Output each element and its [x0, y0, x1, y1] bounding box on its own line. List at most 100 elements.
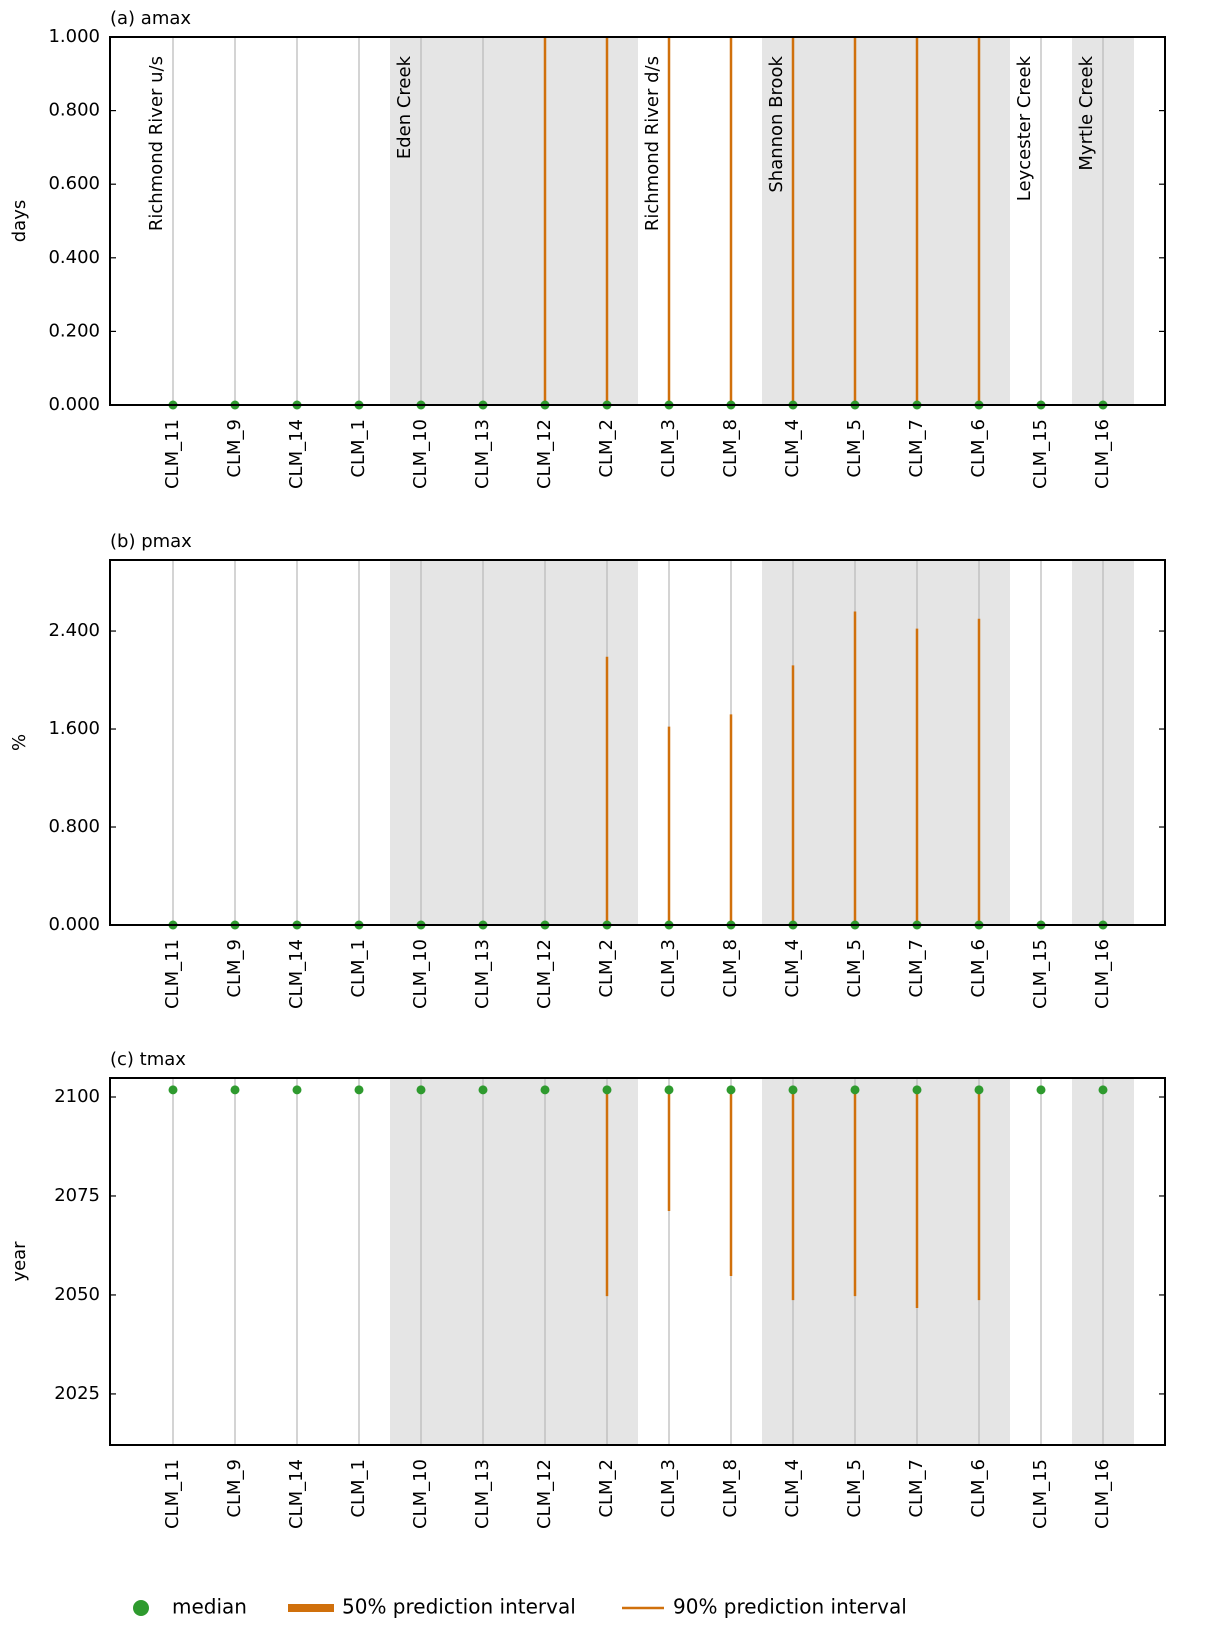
median-point — [1098, 1085, 1108, 1095]
median-point — [912, 1085, 922, 1095]
legend-label: 90% prediction interval — [673, 1595, 907, 1619]
y-tick-label: 0.000 — [48, 394, 100, 415]
x-tick-label: CLM_13 — [472, 1459, 493, 1529]
x-tick-label: CLM_8 — [720, 939, 741, 998]
x-tick-label: CLM_6 — [968, 939, 989, 998]
plot-frame — [109, 36, 1166, 406]
x-tick-label: CLM_2 — [596, 939, 617, 998]
site-label: Myrtle Creek — [1076, 55, 1097, 170]
median-point — [230, 1085, 240, 1095]
x-tick-label: CLM_13 — [472, 419, 493, 489]
x-tick-label: CLM_10 — [410, 939, 431, 1009]
x-tick-label: CLM_14 — [286, 1459, 307, 1529]
x-tick-label: CLM_16 — [1092, 419, 1113, 489]
y-tick-label: 2100 — [54, 1086, 100, 1107]
y-tick-label: 2.400 — [48, 620, 100, 641]
x-tick-label: CLM_4 — [782, 939, 803, 998]
x-tick-label: CLM_5 — [844, 419, 865, 478]
x-tick-label: CLM_3 — [658, 419, 679, 478]
site-label: Leycester Creek — [1014, 55, 1035, 201]
site-label: Richmond River d/s — [642, 56, 663, 231]
group-band — [390, 560, 638, 925]
plot-frame — [109, 1077, 1166, 1446]
y-tick-label: 1.000 — [48, 26, 100, 47]
median-point — [726, 1085, 736, 1095]
x-tick-label: CLM_15 — [1030, 939, 1051, 1009]
x-tick-label: CLM_6 — [968, 419, 989, 478]
y-tick-label: 0.000 — [48, 914, 100, 935]
y-tick-label: 0.800 — [48, 100, 100, 121]
x-tick-label: CLM_13 — [472, 939, 493, 1009]
x-tick-label: CLM_1 — [348, 1459, 369, 1518]
median-point — [416, 1085, 426, 1095]
panel-title: (a) amax — [110, 8, 191, 29]
x-tick-label: CLM_16 — [1092, 939, 1113, 1009]
median-point — [168, 1085, 178, 1095]
x-tick-label: CLM_7 — [906, 419, 927, 478]
x-tick-label: CLM_8 — [720, 419, 741, 478]
y-tick-label: 0.600 — [48, 173, 100, 194]
y-tick-label: 1.600 — [48, 718, 100, 739]
median-point — [1036, 1085, 1046, 1095]
median-point — [354, 1085, 364, 1095]
legend-marker — [133, 1600, 149, 1616]
group-band — [762, 1078, 1010, 1445]
legend-label: median — [172, 1595, 247, 1619]
x-tick-label: CLM_8 — [720, 1459, 741, 1518]
x-tick-label: CLM_9 — [224, 419, 245, 478]
x-tick-label: CLM_11 — [162, 1459, 183, 1529]
site-label: Eden Creek — [394, 55, 415, 159]
median-point — [974, 1085, 984, 1095]
y-tick-label: 2050 — [54, 1284, 100, 1305]
x-tick-label: CLM_4 — [782, 1459, 803, 1518]
x-tick-label: CLM_10 — [410, 1459, 431, 1529]
x-tick-label: CLM_12 — [534, 419, 555, 489]
median-point — [292, 1085, 302, 1095]
x-tick-label: CLM_3 — [658, 1459, 679, 1518]
x-tick-label: CLM_14 — [286, 939, 307, 1009]
x-tick-label: CLM_5 — [844, 1459, 865, 1518]
x-tick-label: CLM_4 — [782, 419, 803, 478]
legend-label: 50% prediction interval — [342, 1595, 576, 1619]
x-tick-label: CLM_2 — [596, 419, 617, 478]
x-tick-label: CLM_10 — [410, 419, 431, 489]
x-tick-label: CLM_11 — [162, 419, 183, 489]
x-tick-label: CLM_12 — [534, 939, 555, 1009]
y-axis-label: days — [9, 200, 30, 243]
x-tick-label: CLM_7 — [906, 1459, 927, 1518]
x-tick-label: CLM_9 — [224, 1459, 245, 1518]
median-point — [602, 1085, 612, 1095]
y-tick-label: 0.800 — [48, 816, 100, 837]
median-point — [664, 1085, 674, 1095]
x-tick-label: CLM_1 — [348, 419, 369, 478]
x-tick-label: CLM_3 — [658, 939, 679, 998]
y-tick-label: 0.200 — [48, 320, 100, 341]
x-tick-label: CLM_2 — [596, 1459, 617, 1518]
y-tick-label: 2025 — [54, 1383, 100, 1404]
group-band — [390, 1078, 638, 1445]
y-tick-label: 0.400 — [48, 247, 100, 268]
x-tick-label: CLM_16 — [1092, 1459, 1113, 1529]
group-band — [390, 37, 638, 405]
x-tick-label: CLM_14 — [286, 419, 307, 489]
x-tick-label: CLM_15 — [1030, 419, 1051, 489]
x-tick-label: CLM_12 — [534, 1459, 555, 1529]
y-axis-label: year — [9, 1241, 30, 1282]
group-band — [762, 37, 1010, 405]
x-tick-label: CLM_1 — [348, 939, 369, 998]
site-label: Shannon Brook — [766, 55, 787, 192]
x-tick-label: CLM_5 — [844, 939, 865, 998]
median-point — [788, 1085, 798, 1095]
median-point — [540, 1085, 550, 1095]
plot-frame — [109, 559, 1166, 926]
median-point — [478, 1085, 488, 1095]
x-tick-label: CLM_15 — [1030, 1459, 1051, 1529]
median-point — [850, 1085, 860, 1095]
legend-marker — [288, 1604, 334, 1612]
x-tick-label: CLM_9 — [224, 939, 245, 998]
y-axis-label: % — [9, 734, 30, 751]
group-band — [762, 560, 1010, 925]
site-label: Richmond River u/s — [146, 56, 167, 231]
y-tick-label: 2075 — [54, 1185, 100, 1206]
